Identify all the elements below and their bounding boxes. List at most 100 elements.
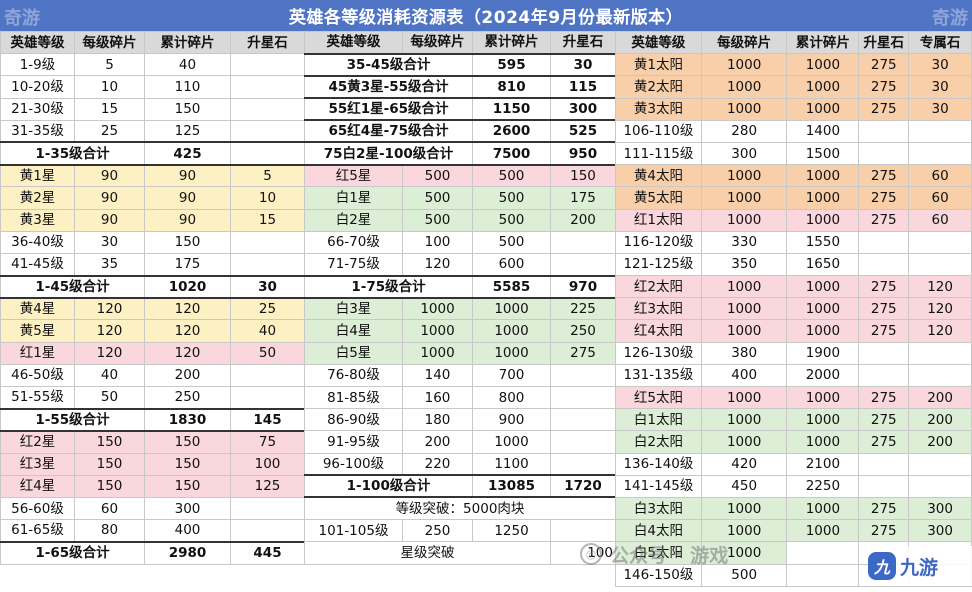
table-cell: 250 [550, 319, 616, 343]
column-header: 英雄等级 [304, 30, 403, 55]
table-cell: 5585 [472, 274, 551, 299]
right-panel-table: 英雄等级 每级碎片 累计碎片 升星石 专属石 黄1太阳 1000 1000 275 30 黄2太阳 1… [615, 30, 972, 587]
table-cell [858, 363, 910, 388]
table-cell [230, 75, 305, 99]
table-cell: 275 [858, 164, 910, 188]
table-cell: 120 [402, 252, 473, 277]
table-cell: 1000 [786, 319, 860, 343]
table-row: 白4太阳 1000 1000 275 300 [615, 519, 972, 543]
table-cell: 30 [230, 274, 305, 299]
table-row: 红4星 150 150 125 [0, 474, 305, 498]
table-cell [908, 141, 972, 166]
row-label-cell: 51-55级 [0, 385, 75, 410]
table-cell: 400 [700, 363, 788, 388]
table-cell: 160 [402, 385, 473, 410]
row-label-cell: 66-70级 [304, 230, 403, 254]
table-cell [786, 541, 860, 565]
table-cell [908, 363, 972, 388]
table-row: 36-40级 30 150 [0, 230, 305, 254]
table-cell: 1000 [700, 208, 788, 232]
table-cell: 275 [858, 408, 910, 432]
total-label-cell: 75白2星-100级合计 [304, 141, 473, 166]
table-cell: 275 [858, 75, 910, 99]
table-cell [858, 474, 910, 498]
table-cell [550, 252, 616, 277]
table-cell [858, 341, 910, 365]
table-cell: 100 [550, 541, 616, 565]
table-cell: 1000 [700, 275, 788, 299]
total-label-cell: 1-75级合计 [304, 274, 473, 299]
table-cell: 1000 [700, 430, 788, 454]
middle-panel-table: 英雄等级 每级碎片 累计碎片 升星石 35-45级合计 595 30 45黄3星-55级合计 8… [304, 30, 616, 565]
table-cell [230, 141, 305, 166]
table-cell: 275 [858, 275, 910, 299]
table-cell: 15 [230, 208, 305, 232]
table-row: 红1星 120 120 50 [0, 341, 305, 365]
table-cell: 275 [858, 319, 910, 343]
table-cell: 600 [472, 252, 551, 277]
table-cell: 35 [74, 252, 145, 277]
column-header: 升星石 [230, 30, 305, 55]
table-cell: 1000 [472, 296, 551, 321]
table-cell: 1000 [700, 496, 788, 521]
table-cell: 110 [144, 75, 231, 99]
table-cell: 80 [74, 519, 145, 543]
table-cell [230, 363, 305, 388]
table-cell: 60 [74, 496, 145, 521]
table-row: 黄1太阳 1000 1000 275 30 [615, 53, 972, 77]
table-cell: 30 [908, 53, 972, 77]
corner-watermark-right: 奇游 [932, 8, 968, 29]
table-cell: 200 [908, 385, 972, 410]
table-cell: 1000 [700, 297, 788, 321]
table-row: 白2太阳 1000 1000 275 200 [615, 430, 972, 454]
row-label-cell: 36-40级 [0, 230, 75, 254]
table-row: 106-110级 280 1400 [615, 119, 972, 143]
table-cell: 200 [908, 430, 972, 454]
table-cell: 300 [550, 97, 616, 121]
table-cell: 450 [700, 474, 788, 498]
header-row: 英雄等级 每级碎片 累计碎片 升星石 [304, 30, 616, 55]
table-cell: 275 [858, 496, 910, 521]
table-cell: 220 [402, 452, 473, 476]
row-label-cell: 1-9级 [0, 53, 75, 77]
table-cell [858, 230, 910, 254]
table-cell: 30 [908, 75, 972, 99]
table-cell: 500 [472, 208, 551, 232]
note-cell: 星级突破 [304, 541, 551, 565]
table-row: 51-55级 50 250 [0, 385, 305, 410]
table-cell: 145 [230, 407, 305, 432]
left-panel-table: 英雄等级 每级碎片 累计碎片 升星石 1-9级 5 40 10-20级 10 110 21-30级 1… [0, 30, 305, 565]
table-cell: 25 [230, 296, 305, 321]
table-cell: 175 [144, 252, 231, 277]
table-cell: 150 [144, 429, 231, 454]
row-label-cell: 红5太阳 [615, 385, 702, 410]
column-header: 专属石 [908, 30, 972, 55]
table-cell: 150 [144, 452, 231, 476]
row-label-cell: 白3星 [304, 296, 403, 321]
table-cell: 90 [74, 208, 145, 232]
table-row: 91-95级 200 1000 [304, 430, 616, 454]
table-cell: 500 [472, 230, 551, 254]
table-cell: 1550 [786, 230, 860, 254]
row-label-cell: 黄4太阳 [615, 164, 702, 188]
row-label-cell: 111-115级 [615, 141, 702, 166]
table-cell: 10 [230, 186, 305, 210]
table-row: 红4太阳 1000 1000 275 120 [615, 319, 972, 343]
row-label-cell: 红4星 [0, 474, 75, 498]
table-cell: 200 [550, 208, 616, 232]
table-cell: 1150 [472, 97, 551, 121]
table-cell [230, 519, 305, 543]
table-cell: 300 [144, 496, 231, 521]
table-cell: 300 [700, 141, 788, 166]
row-label-cell: 红1太阳 [615, 208, 702, 232]
row-label-cell: 126-130级 [615, 341, 702, 365]
table-cell: 1500 [786, 141, 860, 166]
row-label-cell: 31-35级 [0, 119, 75, 143]
table-row: 白3星 1000 1000 225 [304, 296, 616, 321]
table-row: 黄2星 90 90 10 [0, 186, 305, 210]
table-cell: 300 [908, 496, 972, 521]
table-row: 黄1星 90 90 5 [0, 163, 305, 188]
row-label-cell: 116-120级 [615, 230, 702, 254]
row-label-cell: 86-90级 [304, 408, 403, 432]
table-cell: 1720 [550, 474, 616, 498]
